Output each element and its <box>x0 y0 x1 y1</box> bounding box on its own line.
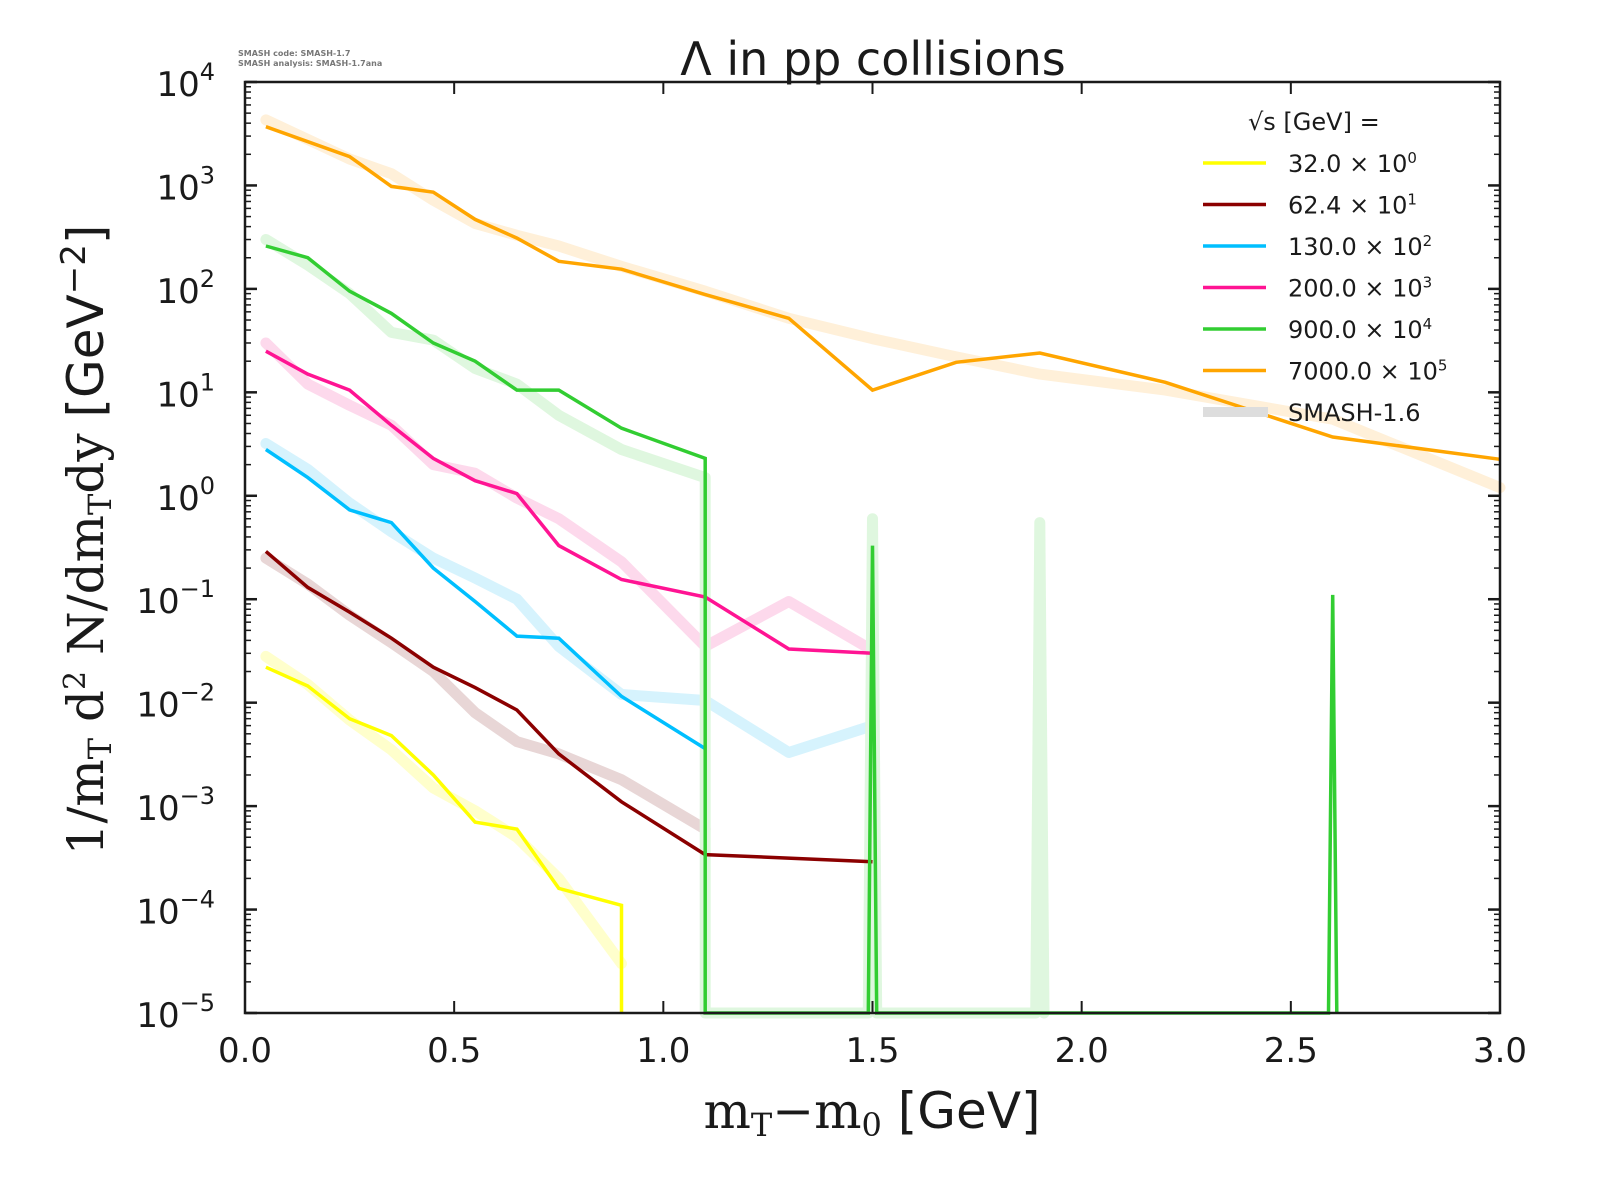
meta-info: SMASH code: SMASH-1.7 SMASH analysis: SM… <box>238 49 382 68</box>
axis-ticks <box>244 80 1501 1015</box>
x-tick-label: 0.5 <box>427 1031 481 1071</box>
y-label-part: N/dm <box>57 515 115 671</box>
y-label-part: −2 <box>54 244 94 294</box>
legend: √s [GeV] = 32.0 × 100 62.4 × 101 130.0 × 1… <box>1203 108 1447 427</box>
x-label-part: −m <box>772 1082 861 1140</box>
x-tick-label: 1.5 <box>845 1031 899 1071</box>
series-200-0-smash16-line <box>260 337 878 656</box>
x-axis-label: mT−m0 [GeV] <box>703 1082 1040 1144</box>
x-tick-label: 1.0 <box>636 1031 690 1071</box>
y-tick-label: 103 <box>156 161 215 208</box>
legend-entry-label: 130.0 × 102 <box>1288 232 1432 261</box>
series-130-0-line <box>264 448 707 751</box>
series-130-0-smash16-line <box>260 438 878 758</box>
meta-text-code: SMASH code: SMASH-1.7 <box>238 49 350 58</box>
meta-text-analysis: SMASH analysis: SMASH-1.7ana <box>238 59 382 68</box>
y-tick-label: 10−2 <box>136 679 215 726</box>
legend-entry-label: 900.0 × 104 <box>1288 315 1432 344</box>
x-label-part: T <box>751 1106 773 1144</box>
x-tick-label: 0.0 <box>218 1031 272 1071</box>
x-tick-label: 2.5 <box>1264 1031 1318 1071</box>
legend-entry-reference: SMASH-1.6 <box>1288 399 1420 427</box>
y-tick-label: 104 <box>156 58 215 105</box>
series-62-4-line <box>264 550 873 864</box>
y-tick-label: 10−3 <box>136 782 215 829</box>
y-label-part: 1/m <box>57 759 115 855</box>
x-tick-label: 2.0 <box>1055 1031 1109 1071</box>
series-7000-0-line <box>265 125 1501 462</box>
x-tick-label: 3.0 <box>1473 1031 1527 1071</box>
series-900-0-line <box>265 244 1339 1015</box>
legend-entry-label: 62.4 × 101 <box>1288 191 1417 220</box>
chart-title: Λ in pp collisions <box>680 32 1065 86</box>
y-tick-label: 10−1 <box>136 575 215 622</box>
y-label-part: dy <box>57 418 115 494</box>
y-label-part: [GeV <box>57 294 115 417</box>
legend-title: √s [GeV] = <box>1248 108 1380 136</box>
y-label-part: ] <box>57 225 115 245</box>
y-tick-label: 100 <box>156 472 215 519</box>
legend-entry-label: 32.0 × 100 <box>1288 149 1417 178</box>
y-tick-label: 102 <box>156 265 215 312</box>
series-7000-0-smash16-line <box>260 114 1506 494</box>
y-tick-labels: 104 103 102 101 100 10−1 10−2 10−3 10−4 10−5 <box>136 58 215 1036</box>
y-tick-label: 10−4 <box>136 886 215 933</box>
series-200-0-line <box>265 349 873 656</box>
legend-entry-label: 7000.0 × 105 <box>1288 357 1447 386</box>
y-tick-label: 101 <box>156 368 215 415</box>
x-label-part: 0 <box>862 1106 882 1144</box>
series-32-0-line <box>265 665 624 1013</box>
series-32-0-smash16-line <box>260 650 627 970</box>
x-label-part: m <box>703 1082 750 1140</box>
y-label-part: T <box>81 737 119 759</box>
y-label-part: d <box>57 690 115 738</box>
x-tick-labels: 0.0 0.5 1.0 1.5 2.0 2.5 3.0 <box>218 1031 1527 1071</box>
y-axis-label: 1/mT d2 N/dmTdy [GeV−2] <box>54 225 119 856</box>
y-tick-label: 10−5 <box>136 989 215 1036</box>
x-label-part: [GeV] <box>882 1082 1041 1140</box>
y-label-part: T <box>81 493 119 515</box>
legend-entry-label: 200.0 × 103 <box>1288 274 1432 303</box>
y-label-part: 2 <box>58 671 93 690</box>
